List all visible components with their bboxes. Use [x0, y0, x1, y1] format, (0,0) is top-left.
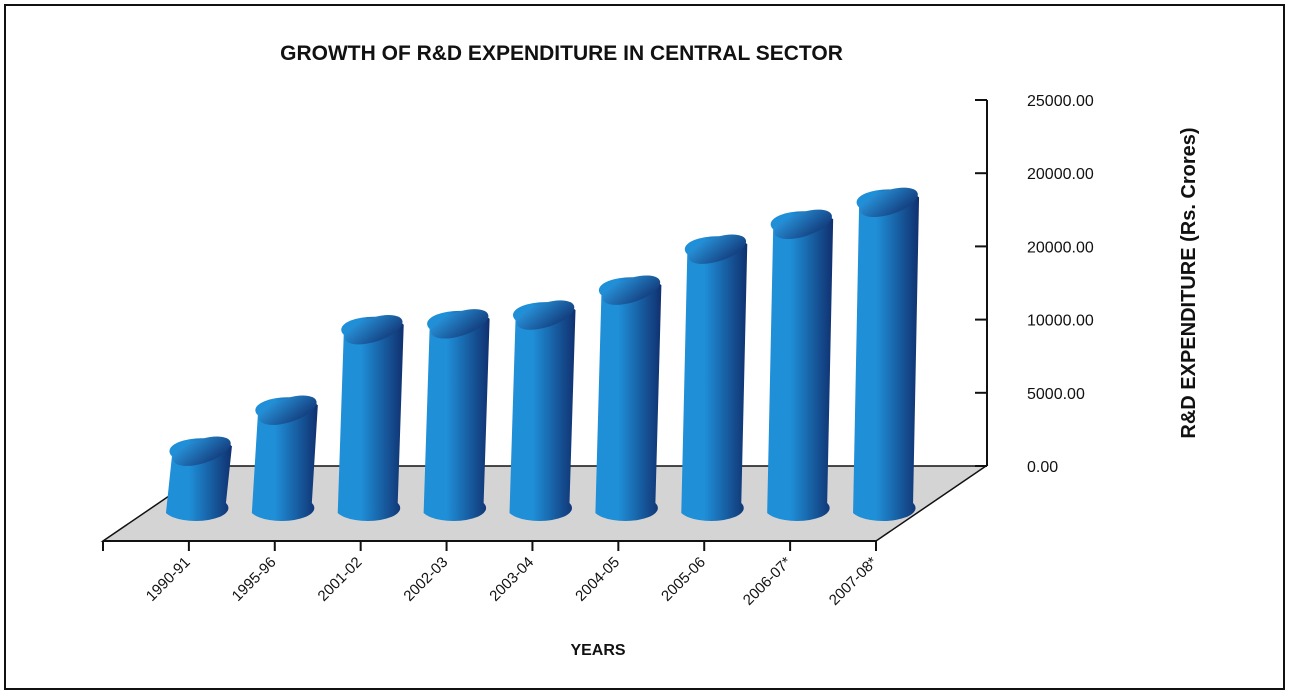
bar	[251, 397, 318, 521]
y-tick-label: 20000.00	[1027, 239, 1094, 256]
x-tick-label: 2001-02	[315, 554, 366, 605]
y-tick-label: 25000.00	[1027, 93, 1094, 110]
chart-title: GROWTH OF R&D EXPENDITURE IN CENTRAL SEC…	[280, 42, 843, 65]
y-tick-label: 20000.00	[1027, 166, 1094, 183]
bar-top	[173, 436, 231, 466]
x-tick-label: 2003-04	[486, 554, 537, 605]
bar	[767, 211, 834, 521]
x-axis-label: YEARS	[570, 642, 625, 659]
y-axis-label: R&D EXPENDITURE (Rs. Crores)	[1178, 127, 1200, 438]
bar	[853, 189, 920, 521]
bar-top	[688, 234, 747, 264]
bar-top	[774, 209, 832, 240]
bar-top	[344, 315, 403, 345]
bar	[509, 302, 576, 522]
x-tick-label: 2005-06	[658, 554, 709, 605]
x-tick-label: 2007-08*	[826, 554, 881, 609]
x-tick-label: 1995-96	[229, 554, 280, 605]
bar-top	[516, 300, 575, 330]
bar	[681, 236, 748, 521]
bar-top	[602, 275, 661, 305]
y-tick-label: 5000.00	[1027, 386, 1085, 403]
y-tick-label: 0.00	[1027, 459, 1058, 476]
y-tick-label: 10000.00	[1027, 313, 1094, 330]
bar	[423, 310, 490, 521]
bar	[337, 316, 404, 522]
x-tick-label: 2006-07*	[740, 554, 795, 609]
x-tick-label: 2004-05	[572, 554, 623, 605]
x-tick-label: 2002-03	[400, 554, 451, 605]
bar-top	[860, 187, 918, 218]
bar	[595, 277, 662, 521]
x-tick-label: 1990-91	[143, 554, 194, 605]
bar-top	[430, 309, 489, 339]
bar-top	[259, 395, 317, 425]
